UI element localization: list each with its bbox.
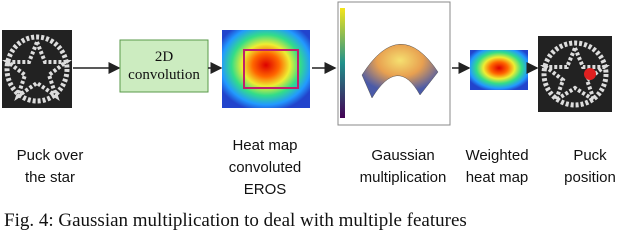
gaussian-plot [337,1,451,126]
step-label: EROS [244,181,287,198]
box-label: 2D [155,49,174,65]
box-label: convolution [128,67,200,83]
step-label: convoluted [229,159,302,176]
step-label: multiplication [360,169,447,186]
step-label: Weighted [465,147,528,164]
step-label: the star [25,169,75,186]
heat-map [222,30,310,108]
highlight [243,49,299,89]
convolution-box [119,39,209,93]
step-label: Heat map [232,137,297,154]
step-label: Gaussian [371,147,434,164]
step-label: heat map [466,169,529,186]
step-label: Puck [573,147,607,164]
puck-position-image [538,36,612,112]
step-label: position [564,169,616,186]
figure: 2D convolution Puck over the star Heat m… [2,1,616,230]
weighted-heat-map [470,50,528,90]
caption: Fig. 4: Gaussian multiplication to deal … [4,210,467,230]
puck-image [2,30,72,108]
step-label: Puck over [17,147,84,164]
